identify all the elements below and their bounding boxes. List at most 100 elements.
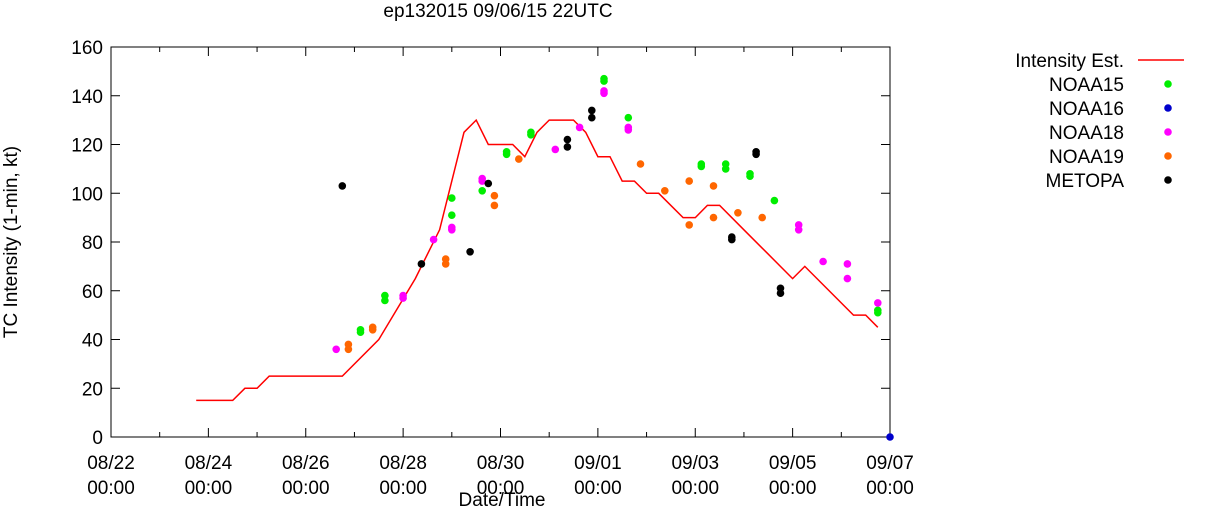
chart-title: ep132015 09/06/15 22UTC <box>383 1 612 22</box>
noaa15-point <box>874 306 882 315</box>
metopa-point <box>417 260 426 268</box>
noaa15-point <box>770 196 779 205</box>
metopa-point <box>484 179 493 188</box>
noaa15-point <box>624 113 633 122</box>
noaa15-point <box>356 326 365 334</box>
legend-label: NOAA15 <box>1049 75 1124 96</box>
noaa18-point <box>794 221 803 229</box>
noaa19-point <box>685 221 693 229</box>
noaa15-point <box>527 128 535 137</box>
noaa19-point <box>490 191 499 200</box>
x-tick-label-date: 08/24 <box>185 453 233 474</box>
legend-label: NOAA16 <box>1049 99 1124 120</box>
satellite-points-layer <box>332 74 894 441</box>
x-tick-label-time: 00:00 <box>769 478 817 499</box>
legend-point-swatch <box>1164 104 1172 112</box>
noaa15-point <box>448 211 456 219</box>
legend-label: NOAA18 <box>1049 123 1124 144</box>
y-tick-label: 60 <box>82 282 103 303</box>
intensity-est-line <box>196 118 879 402</box>
x-tick-label-time: 00:00 <box>379 478 427 499</box>
noaa18-point <box>478 174 487 183</box>
noaa16-point <box>886 433 894 441</box>
y-tick-label: 120 <box>71 136 103 157</box>
noaa18-point <box>600 87 608 95</box>
noaa18-point <box>399 291 407 300</box>
noaa18-point <box>332 345 341 354</box>
x-tick-label-date: 08/30 <box>477 453 525 474</box>
x-tick-label-date: 08/22 <box>87 453 135 474</box>
metopa-point <box>563 135 572 144</box>
legend-label: Intensity Est. <box>1015 51 1124 72</box>
x-tick-label-time: 00:00 <box>282 478 330 499</box>
noaa18-point <box>448 223 456 232</box>
noaa19-point <box>441 255 450 263</box>
noaa18-point <box>819 257 827 266</box>
noaa19-point <box>490 201 499 210</box>
noaa18-point <box>874 299 882 307</box>
noaa19-point <box>709 213 718 222</box>
noaa19-point <box>344 340 353 349</box>
noaa15-point <box>478 187 487 195</box>
noaa19-point <box>758 213 766 222</box>
noaa19-point <box>515 155 523 163</box>
metopa-point <box>563 143 572 151</box>
legend-label: NOAA19 <box>1049 147 1124 168</box>
legend-point-swatch <box>1164 176 1172 184</box>
x-tick-label-date: 08/28 <box>379 453 427 474</box>
legend-point-swatch <box>1164 80 1172 88</box>
y-tick-label: 0 <box>92 428 103 449</box>
noaa15-point <box>600 74 608 83</box>
noaa18-point <box>843 260 852 268</box>
noaa19-point <box>661 187 669 195</box>
intensity-line-layer <box>196 118 879 402</box>
y-tick-label: 160 <box>71 38 103 59</box>
noaa18-point <box>843 274 852 283</box>
y-tick-label: 40 <box>82 331 103 352</box>
noaa18-point <box>551 145 560 154</box>
noaa18-point <box>575 123 584 132</box>
y-tick-label: 140 <box>71 87 103 108</box>
noaa15-point <box>721 160 730 168</box>
noaa18-point <box>429 235 438 244</box>
plot-frame <box>110 46 891 438</box>
metopa-point <box>728 233 736 241</box>
x-tick-label-time: 00:00 <box>671 478 719 499</box>
x-tick-label-date: 09/07 <box>866 453 914 474</box>
legend-label: METOPA <box>1046 171 1125 192</box>
x-tick-label-time: 00:00 <box>866 478 914 499</box>
noaa19-point <box>685 177 693 185</box>
metopa-point <box>588 106 596 115</box>
noaa15-point <box>697 160 706 168</box>
x-tick-label-time: 00:00 <box>574 478 622 499</box>
noaa19-point <box>709 182 718 190</box>
y-axis-label: TC Intensity (1-min, kt) <box>1 146 22 338</box>
x-tick-label-time: 00:00 <box>477 478 525 499</box>
x-tick-label-time: 00:00 <box>185 478 233 499</box>
noaa15-point <box>502 148 511 156</box>
metopa-point <box>466 248 474 256</box>
y-tick-label: 100 <box>71 184 103 205</box>
noaa15-point <box>746 170 754 178</box>
y-tick-label: 80 <box>82 233 103 254</box>
x-tick-label-time: 00:00 <box>87 478 135 499</box>
x-tick-label-date: 08/26 <box>282 453 330 474</box>
noaa15-point <box>448 194 456 202</box>
noaa19-point <box>734 209 742 217</box>
legend-point-swatch <box>1164 152 1172 160</box>
metopa-point <box>752 148 760 156</box>
axes: 0 20 40 60 80 100 120 140 160 08/22 00:00 08/24 00:0… <box>71 38 913 499</box>
noaa19-point <box>636 160 645 168</box>
metopa-point <box>588 113 596 122</box>
x-tick-label-date: 09/01 <box>574 453 622 474</box>
x-axis-label: Date/Time <box>459 490 546 509</box>
legend-point-swatch <box>1164 128 1172 136</box>
noaa18-point <box>624 123 633 132</box>
y-tick-label: 20 <box>82 379 103 400</box>
noaa19-point <box>368 323 377 332</box>
x-tick-label-date: 09/05 <box>769 453 817 474</box>
x-tick-label-date: 09/03 <box>671 453 719 474</box>
metopa-point <box>338 182 347 190</box>
noaa15-point <box>381 291 389 300</box>
